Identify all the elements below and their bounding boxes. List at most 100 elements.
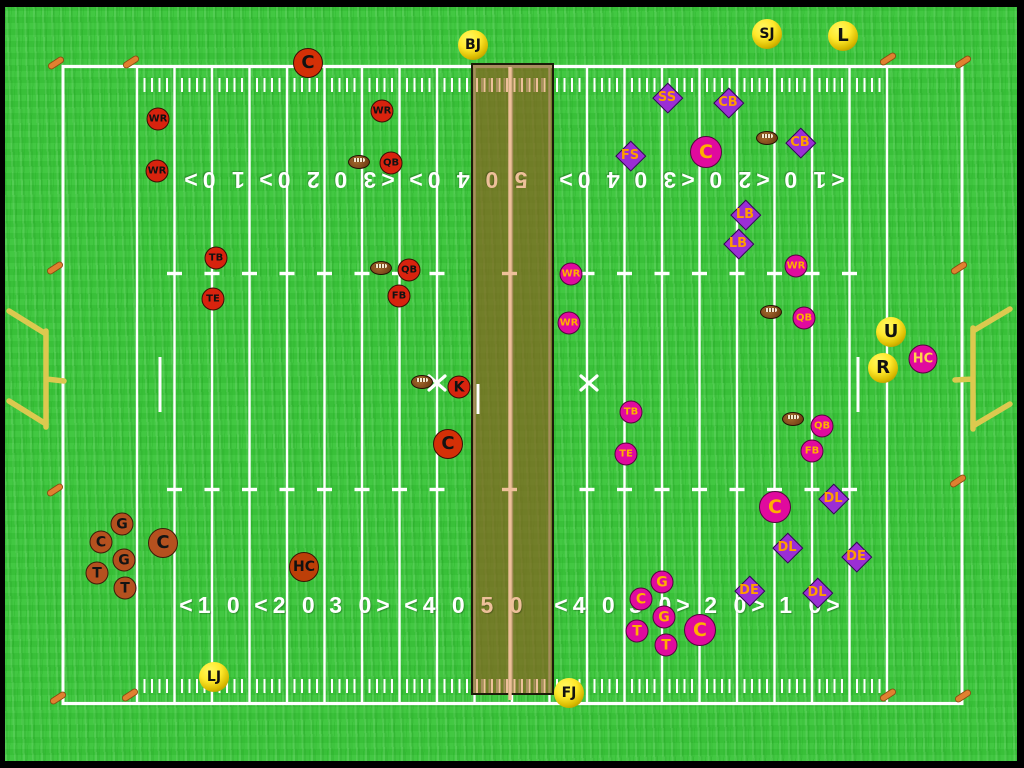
marker-label: FB	[804, 445, 820, 456]
marker-label: G	[118, 552, 130, 568]
marker-label: LJ	[206, 669, 222, 685]
player-marker-c[interactable]: C	[433, 429, 463, 459]
player-marker-t[interactable]: T	[113, 576, 137, 600]
player-marker-de[interactable]: DE	[734, 575, 766, 607]
marker-label: SS	[657, 89, 677, 105]
football-icon[interactable]	[348, 155, 370, 169]
player-marker-fb[interactable]: FB	[387, 284, 411, 308]
player-marker-c[interactable]: C	[629, 587, 653, 611]
player-marker-cb[interactable]: CB	[713, 87, 745, 119]
marker-label: FB	[391, 290, 407, 301]
player-marker-wr[interactable]: WR	[557, 311, 581, 335]
marker-label: U	[883, 321, 899, 342]
player-marker-fs[interactable]: FS	[615, 140, 647, 172]
official-marker-sj[interactable]: SJ	[752, 19, 782, 49]
player-marker-dl[interactable]: DL	[772, 532, 804, 564]
player-marker-t[interactable]: T	[654, 633, 678, 657]
yard-number: 2 0>	[254, 167, 320, 193]
player-marker-dl[interactable]: DL	[802, 577, 834, 609]
marker-label: C	[95, 534, 107, 550]
official-marker-fj[interactable]: FJ	[554, 678, 584, 708]
player-marker-c[interactable]: C	[759, 491, 791, 523]
player-marker-g[interactable]: G	[652, 605, 676, 629]
marker-label: WR	[147, 165, 167, 176]
yard-number: <3 0	[629, 167, 695, 193]
official-marker-u[interactable]: U	[876, 317, 906, 347]
marker-label: HC	[912, 351, 934, 367]
coach-marker-hc[interactable]: HC	[908, 344, 938, 374]
marker-label: TB	[208, 252, 224, 263]
yard-number: <4 0	[404, 592, 470, 618]
football-icon[interactable]	[760, 305, 782, 319]
official-marker-l[interactable]: L	[828, 21, 858, 51]
player-marker-qb[interactable]: QB	[810, 414, 834, 438]
player-marker-c[interactable]: C	[684, 614, 716, 646]
football-icon[interactable]	[370, 261, 392, 275]
player-marker-wr[interactable]: WR	[370, 99, 394, 123]
marker-label: C	[441, 433, 455, 454]
football-icon[interactable]	[411, 375, 433, 389]
pylon-icon	[121, 688, 139, 702]
player-marker-lb[interactable]: LB	[723, 228, 755, 260]
player-marker-wr[interactable]: WR	[146, 107, 170, 131]
player-marker-ss[interactable]: SS	[652, 82, 684, 114]
player-marker-te[interactable]: TE	[614, 442, 638, 466]
marker-label: WR	[372, 105, 392, 116]
yard-number: 5 0	[480, 592, 528, 618]
player-marker-dl[interactable]: DL	[818, 483, 850, 515]
marker-label: DL	[777, 539, 797, 555]
pylon-icon	[47, 56, 65, 70]
player-marker-lb[interactable]: LB	[730, 199, 762, 231]
official-marker-r[interactable]: R	[868, 353, 898, 383]
yard-number: 3 0>	[329, 592, 395, 618]
player-marker-g[interactable]: G	[110, 512, 134, 536]
yard-number: <2 0	[704, 167, 770, 193]
player-marker-cb[interactable]: CB	[785, 127, 817, 159]
official-marker-lj[interactable]: LJ	[199, 662, 229, 692]
football-lace	[787, 414, 799, 419]
player-marker-de[interactable]: DE	[841, 541, 873, 573]
marker-label: FS	[620, 147, 640, 163]
player-marker-fb[interactable]: FB	[800, 439, 824, 463]
football-icon[interactable]	[782, 412, 804, 426]
football-lace	[353, 157, 365, 162]
player-marker-c[interactable]: C	[148, 528, 178, 558]
marker-label: QB	[813, 420, 831, 431]
marker-label: WR	[561, 268, 581, 279]
marker-label: DE	[846, 548, 866, 564]
player-marker-t[interactable]: T	[625, 619, 649, 643]
player-marker-g[interactable]: G	[112, 548, 136, 572]
player-marker-g[interactable]: G	[650, 570, 674, 594]
coach-marker-hc[interactable]: HC	[289, 552, 319, 582]
football-icon[interactable]	[756, 131, 778, 145]
player-marker-c[interactable]: C	[293, 48, 323, 78]
marker-label: TB	[623, 406, 639, 417]
marker-label: DL	[823, 490, 843, 506]
player-marker-qb[interactable]: QB	[397, 258, 421, 282]
marker-label: WR	[148, 113, 168, 124]
player-marker-t[interactable]: T	[85, 561, 109, 585]
player-marker-qb[interactable]: QB	[792, 306, 816, 330]
player-marker-k[interactable]: K	[447, 375, 471, 399]
marker-label: DL	[807, 584, 827, 600]
marker-label: QB	[400, 264, 418, 275]
marker-label: T	[632, 623, 642, 639]
marker-label: QB	[382, 157, 400, 168]
player-marker-wr[interactable]: WR	[145, 159, 169, 183]
player-marker-tb[interactable]: TB	[619, 400, 643, 424]
left-goal-post	[6, 308, 67, 430]
yard-number: <1 0	[179, 592, 245, 618]
player-marker-tb[interactable]: TB	[204, 246, 228, 270]
player-marker-c[interactable]: C	[89, 530, 113, 554]
player-marker-wr[interactable]: WR	[559, 262, 583, 286]
marker-label: K	[453, 379, 465, 395]
player-marker-wr[interactable]: WR	[784, 254, 808, 278]
yard-number: 1 0>	[179, 167, 245, 193]
player-marker-qb[interactable]: QB	[379, 151, 403, 175]
official-marker-bj[interactable]: BJ	[458, 30, 488, 60]
player-marker-c[interactable]: C	[690, 136, 722, 168]
pylon-icon	[954, 689, 972, 703]
player-marker-te[interactable]: TE	[201, 287, 225, 311]
marker-label: CB	[790, 134, 810, 150]
